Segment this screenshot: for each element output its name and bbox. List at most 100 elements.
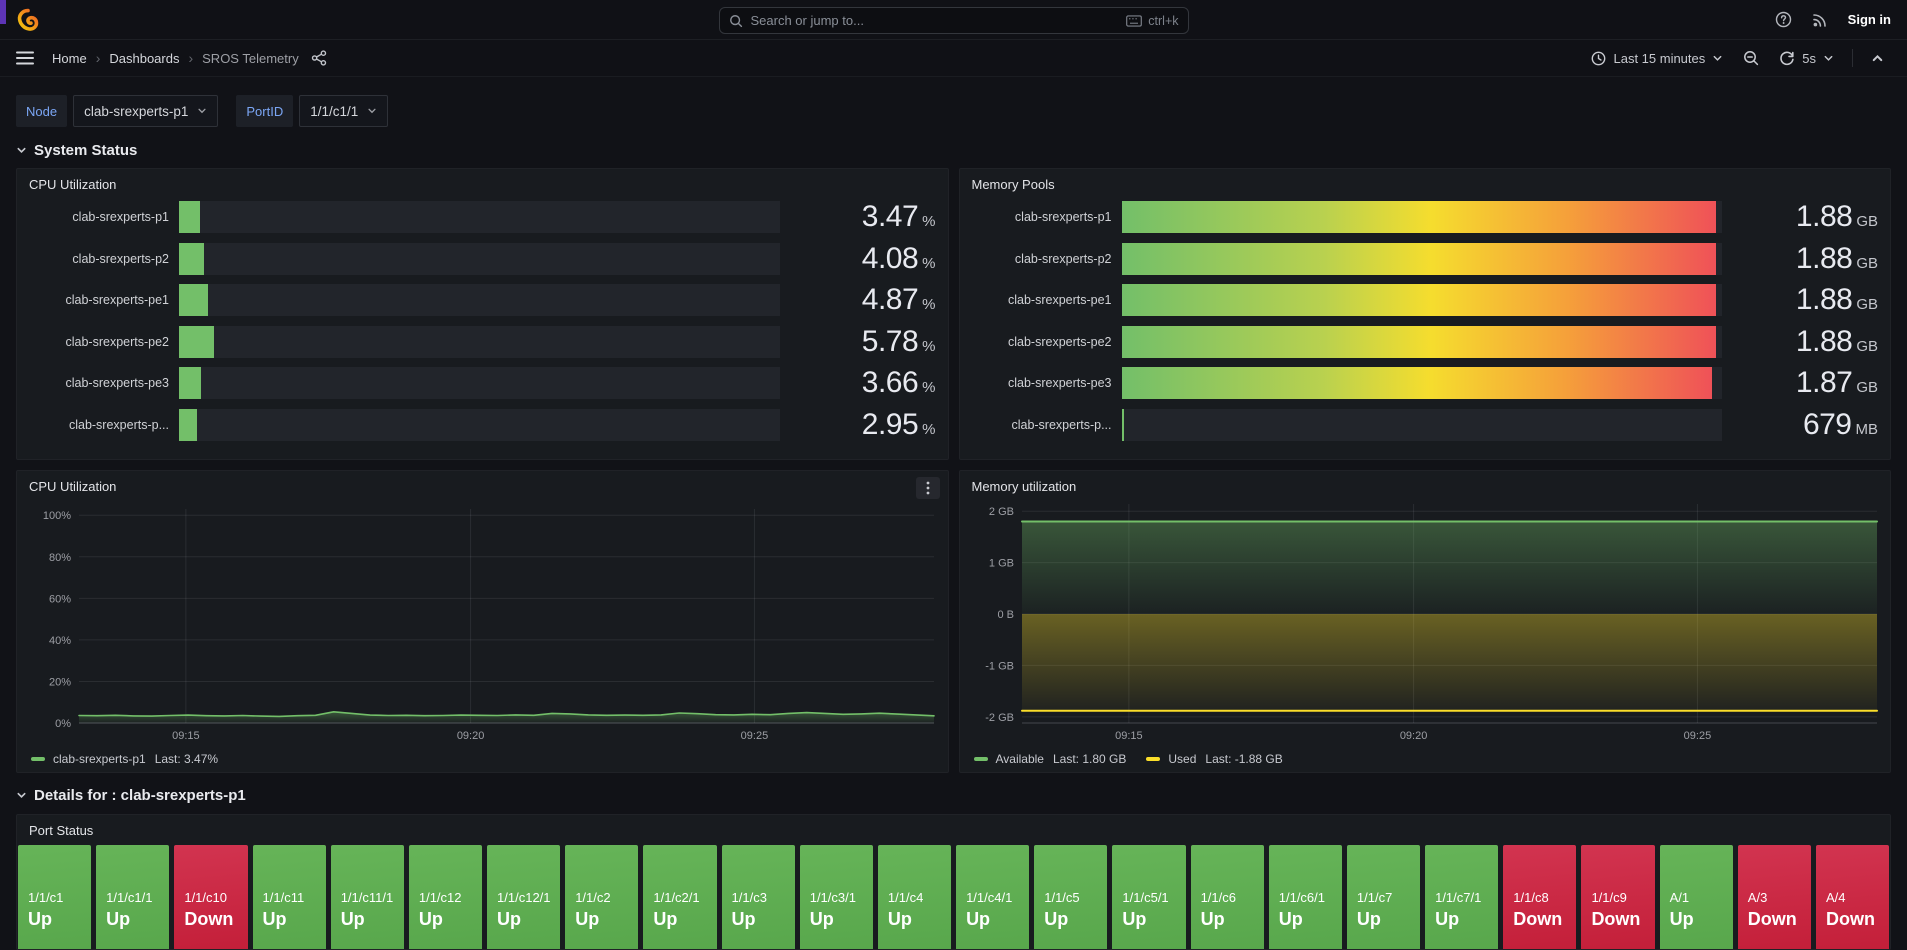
gauge-row: clab-srexperts-pe1 1.88 GB	[972, 283, 1878, 317]
panel-title[interactable]: Memory utilization	[971, 479, 1077, 494]
memory-timeseries-canvas[interactable]: 2 GB 1 GB 0 B -1 GB -2 GB 09:15 09:20 09:25	[966, 496, 1885, 745]
clock-icon	[1592, 51, 1606, 65]
gauge-bar-track	[1121, 325, 1722, 358]
share-dashboard-icon[interactable]	[311, 50, 327, 66]
search-input[interactable]: Search or jump to... ctrl+k	[718, 7, 1189, 34]
port-status-tile: A/4 Down	[1815, 845, 1890, 949]
sign-in-button[interactable]: Sign in	[1847, 12, 1891, 27]
port-state: Up	[966, 908, 991, 929]
rss-news-icon[interactable]	[1812, 12, 1828, 28]
help-icon[interactable]	[1775, 11, 1792, 28]
variable-select-node[interactable]: clab-srexperts-p1	[73, 95, 219, 127]
port-state: Up	[340, 908, 365, 929]
port-state: Up	[106, 908, 131, 929]
svg-text:09:20: 09:20	[1399, 730, 1427, 742]
gauge-row: clab-srexperts-pe1 4.87%	[29, 283, 936, 317]
breadcrumb-current-dashboard[interactable]: SROS Telemetry	[202, 50, 299, 66]
gauge-row-label: clab-srexperts-pe3	[1007, 376, 1112, 391]
row-header-details[interactable]: Details for : clab-srexperts-p1	[16, 787, 1891, 804]
panel-cpu-utilization-timeseries: CPU Utilization 100% 80% 60% 40% 20% 0% 09:15 0…	[16, 470, 949, 773]
legend-series-name: Used	[1168, 751, 1197, 766]
gauge-bar-track	[1121, 367, 1722, 400]
menu-hamburger-icon[interactable]	[16, 51, 34, 65]
port-status-tile: 1/1/c4/1 Up	[956, 845, 1030, 949]
gauge-bar-track	[179, 201, 780, 233]
grafana-logo[interactable]	[16, 8, 40, 32]
search-placeholder: Search or jump to...	[750, 13, 864, 28]
panel-memory-pools-gauge: Memory Pools clab-srexperts-p1 1.88 GB clab…	[958, 168, 1891, 460]
port-name: 1/1/c1/1	[106, 889, 153, 905]
breadcrumb-home[interactable]: Home	[52, 50, 87, 66]
panel-menu-button[interactable]	[915, 477, 940, 499]
port-state: Down	[1513, 908, 1563, 929]
port-name: 1/1/c12	[418, 889, 462, 905]
gauge-row: clab-srexperts-p1 3.47%	[29, 201, 936, 233]
port-name: A/3	[1747, 889, 1768, 905]
legend-item[interactable]: clab-srexperts-p1 Last: 3.47%	[31, 752, 218, 766]
legend-item[interactable]: Available Last: 1.80 GB	[973, 752, 1126, 766]
breadcrumb: Home › Dashboards › SROS Telemetry	[52, 50, 299, 66]
legend-series-last-value: Last: -1.88 GB	[1205, 751, 1283, 766]
gauge-row-label: clab-srexperts-p2	[1014, 251, 1112, 266]
port-state: Up	[1435, 908, 1460, 929]
time-range-label: Last 15 minutes	[1613, 50, 1706, 66]
gauge-bar-track	[179, 408, 780, 441]
gauge-bar-fill	[179, 367, 201, 400]
refresh-dashboard-button[interactable]: 5s	[1772, 43, 1841, 73]
svg-text:100%: 100%	[43, 510, 71, 522]
port-state: Up	[575, 908, 600, 929]
time-range-picker[interactable]: Last 15 minutes	[1584, 43, 1730, 73]
gauge-row-label: clab-srexperts-p...	[1011, 417, 1112, 432]
chevron-down-icon	[17, 792, 26, 799]
port-name: A/4	[1825, 889, 1846, 905]
port-name: 1/1/c2/1	[653, 889, 700, 905]
port-name: 1/1/c3	[731, 889, 767, 905]
variable-select-portid[interactable]: 1/1/c1/1	[299, 95, 389, 127]
svg-text:09:15: 09:15	[1115, 730, 1143, 742]
collapse-toolbar-button[interactable]	[1864, 43, 1891, 73]
port-state: Up	[887, 908, 912, 929]
panel-title[interactable]: Memory Pools	[971, 177, 1055, 192]
row-header-system-status[interactable]: System Status	[16, 142, 1891, 159]
gauge-bar-track	[179, 325, 780, 358]
chevron-up-icon	[1872, 54, 1883, 61]
port-status-tile: 1/1/c6/1 Up	[1268, 845, 1342, 949]
gauge-row: clab-srexperts-pe2 5.78%	[29, 325, 936, 358]
svg-text:09:20: 09:20	[457, 730, 485, 742]
svg-text:2 GB: 2 GB	[988, 506, 1013, 518]
gauge-bar-track	[1121, 284, 1722, 317]
gauge-row-label: clab-srexperts-p...	[68, 417, 169, 432]
gauge-row-label: clab-srexperts-pe2	[1007, 334, 1112, 349]
gauge-value: 4.87%	[861, 283, 936, 317]
dashboard-toolbar: Home › Dashboards › SROS Telemetry Last …	[0, 40, 1907, 77]
port-status-tile: 1/1/c2/1 Up	[643, 845, 717, 949]
port-state: Up	[1200, 908, 1225, 929]
port-status-tile: 1/1/c8 Down	[1503, 845, 1577, 949]
cpu-chart-legend: clab-srexperts-p1 Last: 3.47%	[17, 745, 948, 772]
gauge-value: 1.88 GB	[1795, 283, 1878, 317]
cpu-timeseries-canvas[interactable]: 100% 80% 60% 40% 20% 0% 09:15 09:20 09:25	[23, 501, 942, 745]
port-state: Up	[1356, 908, 1381, 929]
svg-text:0%: 0%	[55, 718, 71, 730]
port-status-tile: 1/1/c5 Up	[1034, 845, 1108, 949]
chevron-down-icon	[198, 108, 206, 114]
gauge-bar-fill	[179, 242, 204, 275]
port-status-tile: 1/1/c3/1 Up	[799, 845, 873, 949]
breadcrumb-dashboards[interactable]: Dashboards	[109, 50, 180, 66]
top-navigation-bar: Search or jump to... ctrl+k	[0, 0, 1907, 40]
port-state: Up	[262, 908, 287, 929]
gauge-row: clab-srexperts-pe2 1.88 GB	[972, 325, 1878, 358]
keyboard-icon	[1126, 14, 1143, 27]
panel-title[interactable]: CPU Utilization	[29, 479, 117, 494]
legend-item[interactable]: Used Last: -1.88 GB	[1146, 751, 1283, 766]
gauge-bar-fill	[1121, 242, 1716, 275]
zoom-out-time-button[interactable]	[1736, 43, 1766, 73]
panel-title[interactable]: Port Status	[29, 823, 94, 838]
port-name: 1/1/c7/1	[1435, 889, 1482, 905]
panel-title[interactable]: CPU Utilization	[29, 177, 117, 192]
gauge-bar-fill	[179, 201, 200, 233]
port-status-tile: 1/1/c12 Up	[408, 845, 483, 949]
svg-text:-1 GB: -1 GB	[985, 660, 1014, 672]
port-status-tile: 1/1/c6 Up	[1190, 845, 1264, 949]
gauge-bar-fill	[1121, 325, 1716, 358]
